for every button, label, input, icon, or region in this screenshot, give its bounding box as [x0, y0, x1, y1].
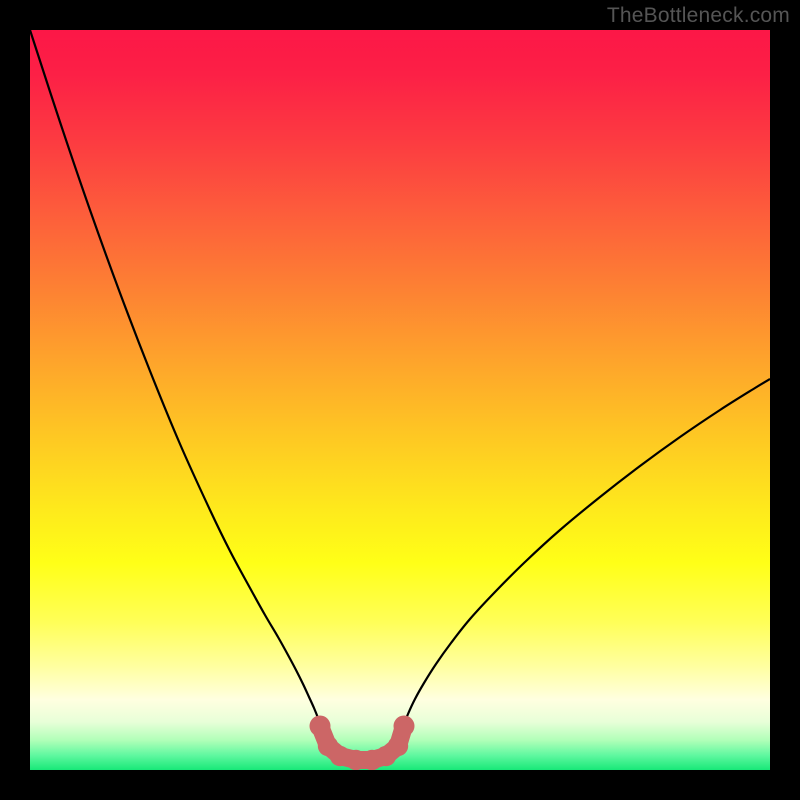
bottleneck-chart-svg: [0, 0, 800, 800]
watermark-text: TheBottleneck.com: [607, 4, 790, 28]
plot-background: [30, 30, 770, 770]
chart-frame: TheBottleneck.com: [0, 0, 800, 800]
